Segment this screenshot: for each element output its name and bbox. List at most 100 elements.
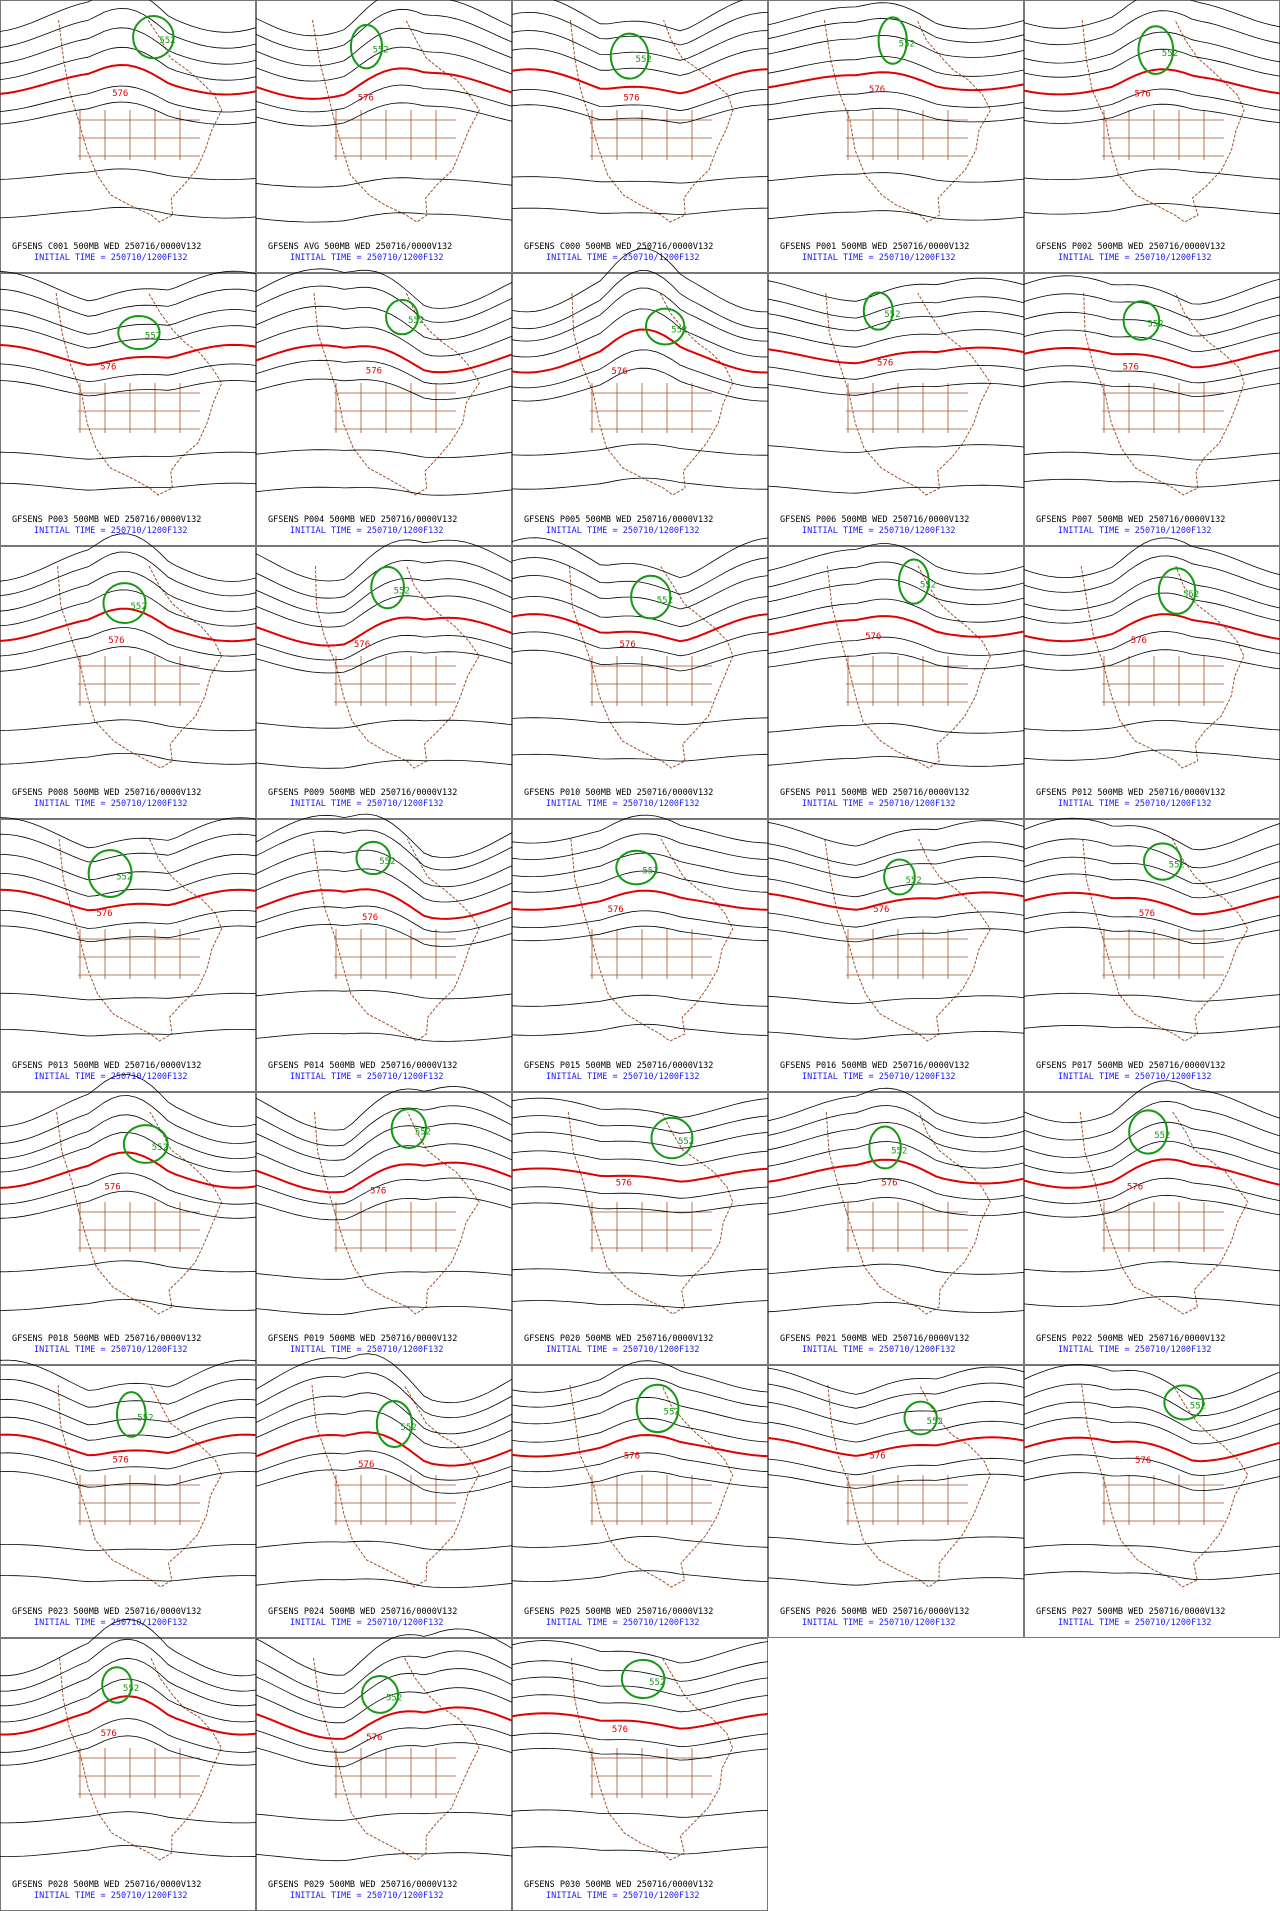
contour-552 bbox=[650, 1116, 694, 1160]
contour-label: 576 bbox=[869, 85, 885, 95]
contour bbox=[511, 104, 769, 124]
initial-time: INITIAL TIME = 250710/1200F132 bbox=[802, 526, 956, 536]
contour bbox=[0, 1298, 257, 1311]
contour bbox=[511, 30, 769, 61]
contour-label: 576 bbox=[1139, 909, 1155, 919]
contour bbox=[511, 248, 769, 313]
contour-576 bbox=[255, 67, 513, 100]
initial-time: INITIAL TIME = 250710/1200F132 bbox=[802, 1072, 956, 1082]
contour bbox=[767, 56, 1025, 77]
contour-label: 552 bbox=[131, 602, 147, 612]
contour bbox=[0, 7, 257, 49]
initial-time: INITIAL TIME = 250710/1200F132 bbox=[34, 799, 188, 809]
coastline bbox=[58, 19, 223, 223]
panel-frame bbox=[0, 273, 256, 546]
run-label: GFSENS P030 500MB WED 250716/0000V132 bbox=[524, 1880, 713, 1890]
contour bbox=[511, 1470, 769, 1489]
contour-label: 576 bbox=[612, 1725, 628, 1735]
contour bbox=[767, 91, 1025, 108]
contour-576 bbox=[511, 889, 769, 911]
initial-time: INITIAL TIME = 250710/1200F132 bbox=[546, 1072, 700, 1082]
map-panel: 576 552 GFSENS P027 500MB WED 250716/0000V… bbox=[1023, 1364, 1280, 1638]
contour bbox=[1023, 168, 1280, 180]
contour-552 bbox=[390, 1107, 428, 1150]
contour bbox=[255, 1450, 513, 1481]
contour-label: 576 bbox=[873, 905, 889, 915]
contour bbox=[0, 909, 257, 929]
contour-label: 576 bbox=[865, 632, 881, 642]
contour bbox=[0, 46, 257, 81]
contour bbox=[767, 561, 1025, 591]
contour-label: 576 bbox=[113, 1456, 129, 1466]
contour-label: 576 bbox=[1131, 636, 1147, 646]
run-label: GFSENS P010 500MB WED 250716/0000V132 bbox=[524, 788, 713, 798]
contour bbox=[255, 486, 513, 496]
contour bbox=[255, 849, 513, 888]
contour bbox=[255, 905, 513, 933]
contour-label: 552 bbox=[657, 596, 673, 606]
initial-time: INITIAL TIME = 250710/1200F132 bbox=[546, 1618, 700, 1628]
contour-576 bbox=[767, 71, 1025, 92]
contour bbox=[511, 557, 769, 595]
contour bbox=[767, 17, 1025, 43]
contour-label: 576 bbox=[608, 905, 624, 915]
contour bbox=[0, 1638, 257, 1692]
contour-552 bbox=[370, 565, 405, 610]
map-panel: 576 552 GFSENS P002 500MB WED 250716/0000V… bbox=[1023, 0, 1280, 273]
contour bbox=[0, 1811, 257, 1824]
contour bbox=[1023, 478, 1280, 488]
contour-576 bbox=[767, 615, 1025, 638]
contour bbox=[0, 1735, 257, 1766]
panel-frame bbox=[256, 1638, 512, 1911]
run-label: GFSENS P003 500MB WED 250716/0000V132 bbox=[12, 515, 201, 525]
contour bbox=[511, 1202, 769, 1214]
contour-552 bbox=[1142, 842, 1183, 881]
contour bbox=[767, 723, 1025, 734]
contour bbox=[255, 1852, 513, 1862]
contour bbox=[1023, 88, 1280, 112]
contour-label: 552 bbox=[920, 581, 936, 591]
contour bbox=[255, 359, 513, 385]
coastline bbox=[57, 565, 223, 769]
initial-time: INITIAL TIME = 250710/1200F132 bbox=[546, 1891, 700, 1901]
contour bbox=[1023, 381, 1280, 397]
map-panel: 576 552 GFSENS P014 500MB WED 250716/0000V… bbox=[255, 813, 513, 1092]
contour bbox=[511, 1268, 769, 1277]
contour bbox=[767, 2, 1025, 30]
contour-label: 552 bbox=[152, 1143, 168, 1153]
contour bbox=[511, 1747, 769, 1761]
map-panel: 576 552 GFSENS P018 500MB WED 250716/0000V… bbox=[0, 1073, 257, 1365]
contour bbox=[1023, 451, 1280, 461]
panel-frame bbox=[1024, 0, 1280, 273]
contour bbox=[0, 1095, 257, 1144]
contour bbox=[255, 1177, 513, 1205]
contour bbox=[767, 1030, 1025, 1040]
contour bbox=[511, 595, 769, 628]
contour bbox=[767, 1197, 1025, 1217]
initial-time: INITIAL TIME = 250710/1200F132 bbox=[34, 1891, 188, 1901]
panel-frame bbox=[512, 819, 768, 1092]
coastline bbox=[59, 1657, 222, 1861]
contour bbox=[1023, 1472, 1280, 1492]
contour-label: 576 bbox=[1135, 1456, 1151, 1466]
map-panel: 576 552 GFSENS P011 500MB WED 250716/0000V… bbox=[767, 543, 1025, 819]
panel-frame bbox=[512, 273, 768, 546]
contour-576 bbox=[511, 1712, 769, 1730]
initial-time: INITIAL TIME = 250710/1200F132 bbox=[546, 253, 700, 263]
contour bbox=[767, 210, 1025, 221]
coastline bbox=[313, 1657, 480, 1861]
contour bbox=[1023, 911, 1280, 932]
contour bbox=[0, 1718, 257, 1753]
contour bbox=[1023, 203, 1280, 215]
contour bbox=[767, 928, 1025, 943]
contour-576 bbox=[0, 63, 257, 96]
run-label: GFSENS P002 500MB WED 250716/0000V132 bbox=[1036, 242, 1225, 252]
contour-552 bbox=[122, 1124, 169, 1164]
initial-time: INITIAL TIME = 250710/1200F132 bbox=[802, 1345, 956, 1355]
contour bbox=[767, 578, 1025, 606]
contour bbox=[255, 759, 513, 769]
contour-label: 576 bbox=[96, 909, 112, 919]
contour-label: 552 bbox=[1162, 49, 1178, 59]
run-label: GFSENS P015 500MB WED 250716/0000V132 bbox=[524, 1061, 713, 1071]
contour bbox=[511, 1535, 769, 1548]
